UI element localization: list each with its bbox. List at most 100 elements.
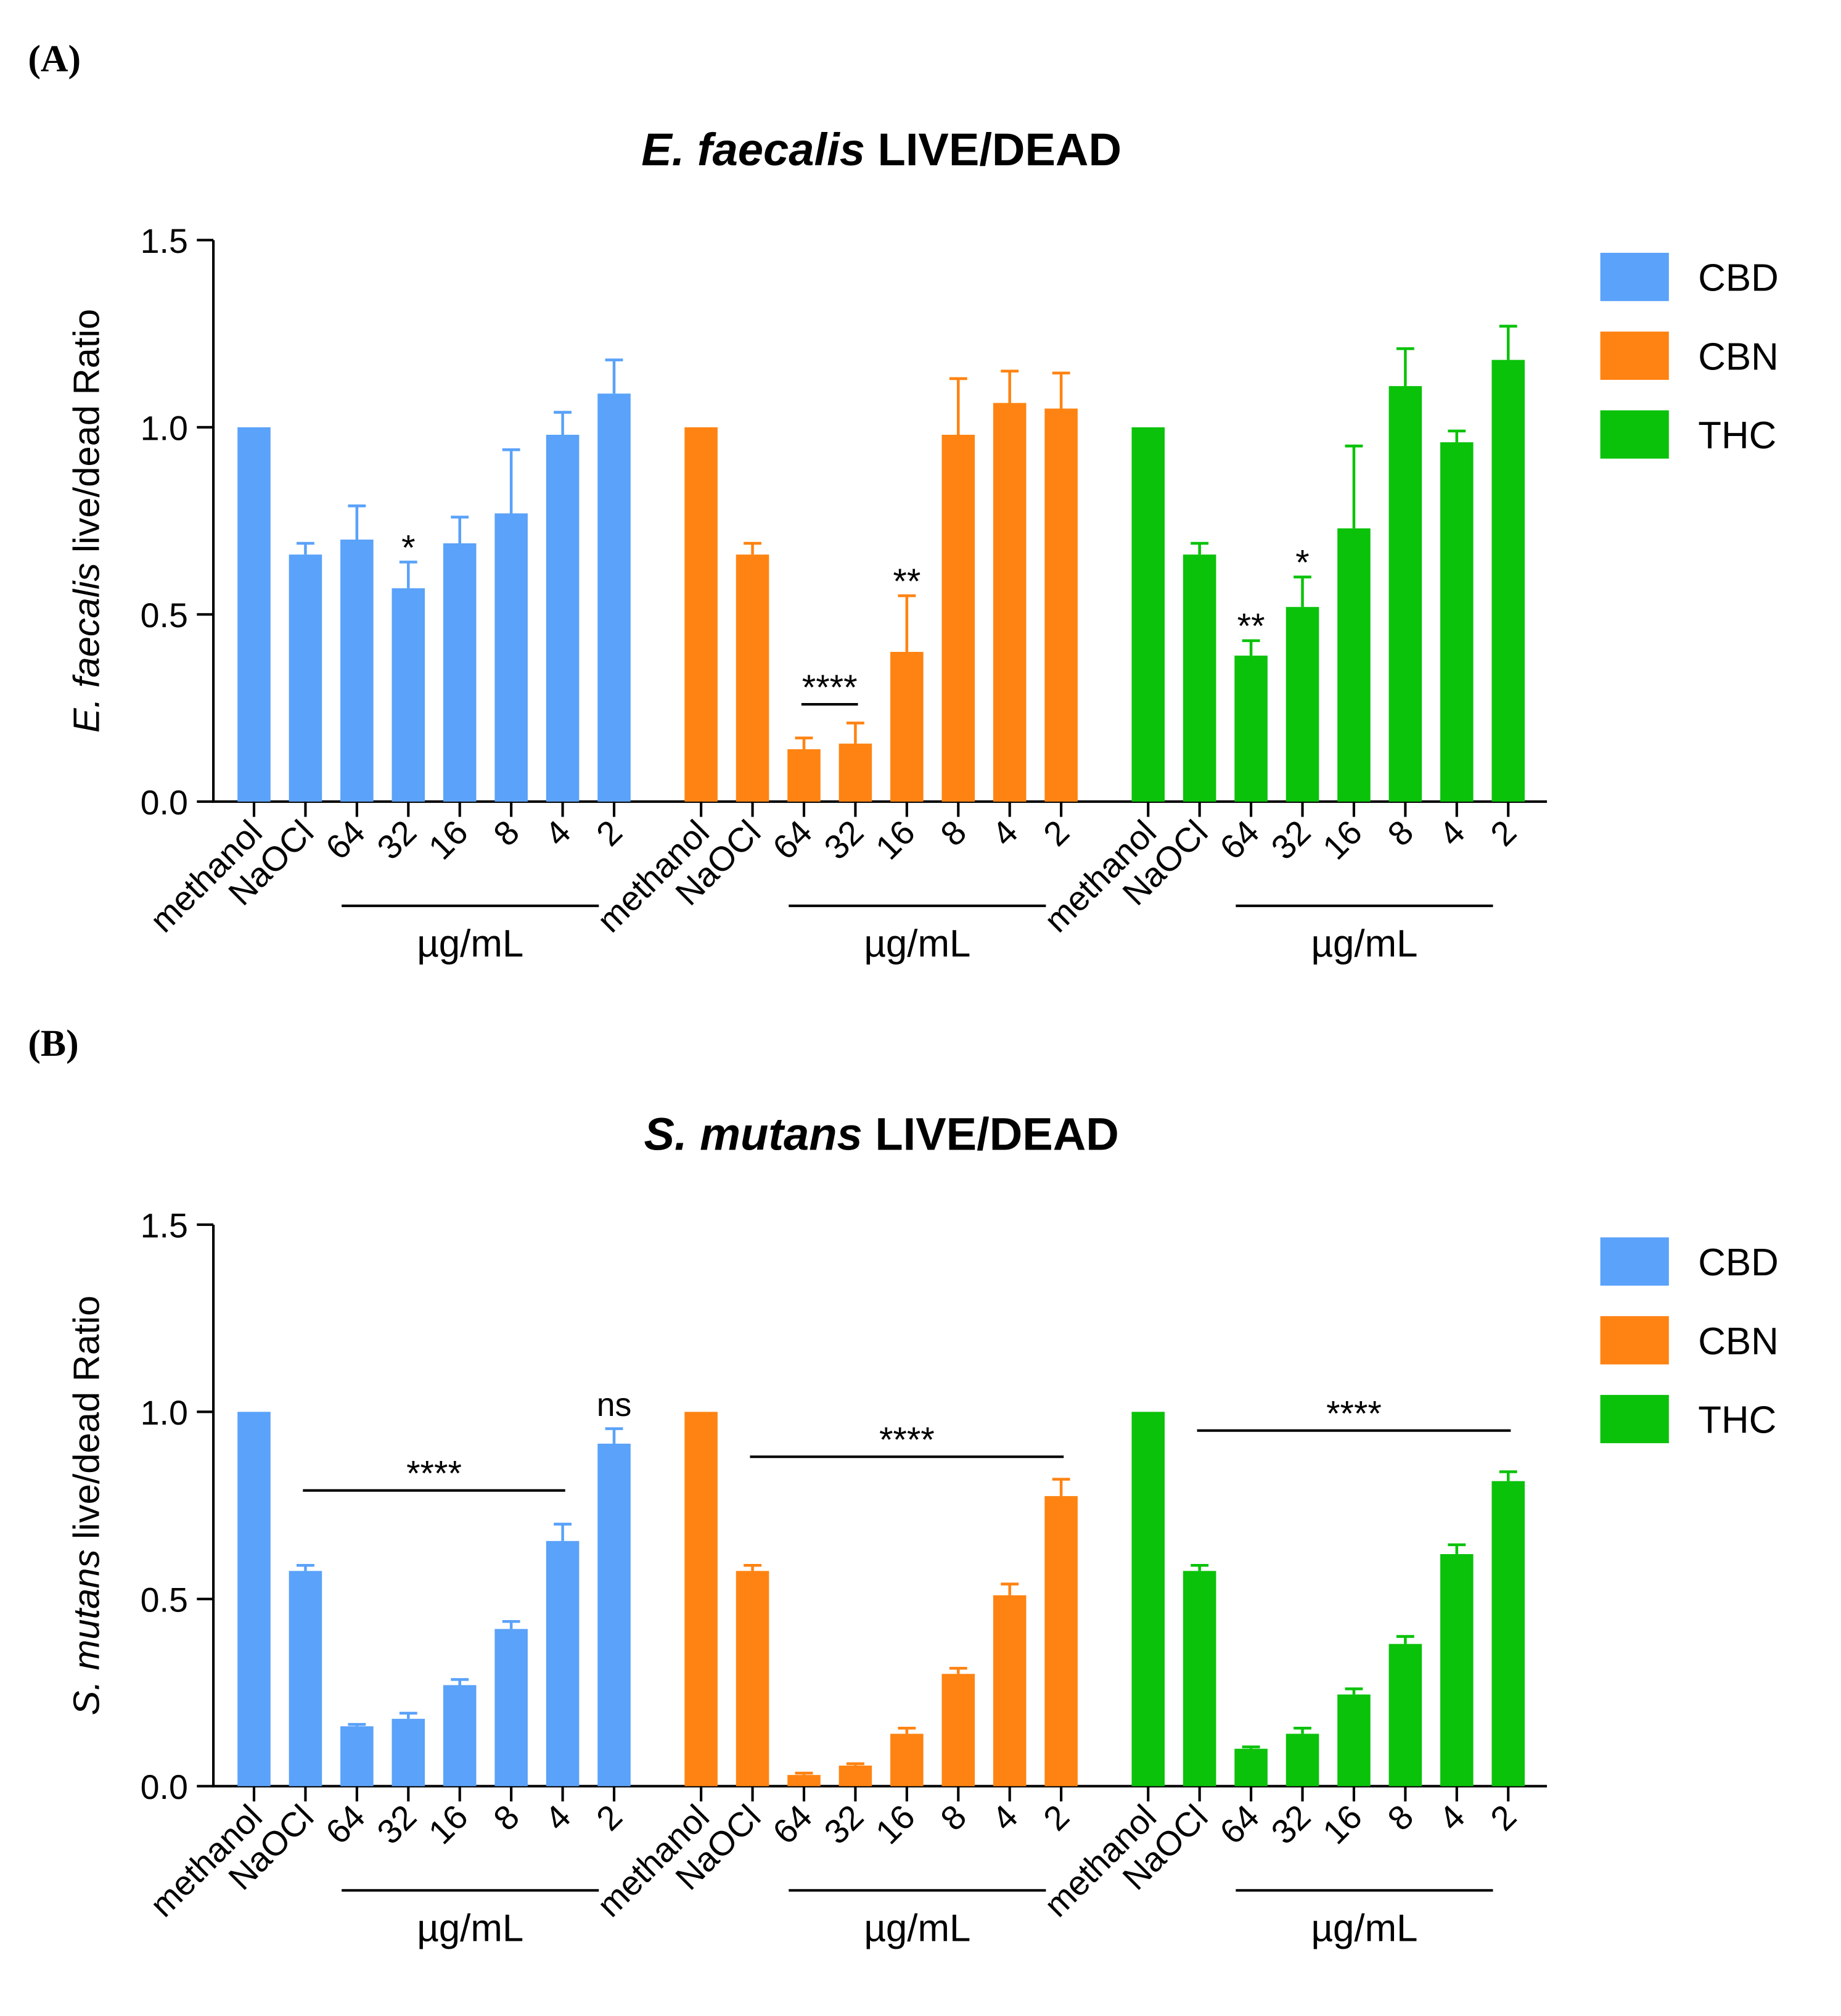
y-tick-label: 1.0 (141, 409, 188, 447)
bar (494, 1629, 528, 1787)
series-cbd (237, 1412, 631, 1787)
significance-bracket-label: **** (1326, 1394, 1382, 1433)
series-cbn (684, 369, 1078, 802)
chart-title: E. faecalis LIVE/DEAD (641, 124, 1121, 175)
x-tick-label: 16 (1315, 813, 1369, 867)
y-axis-label-species: S. mutans (66, 1550, 107, 1716)
bar (736, 1571, 769, 1787)
bar (941, 1674, 975, 1787)
significance-bracket-label: **** (802, 668, 858, 707)
significance-bracket-label: **** (879, 1420, 935, 1460)
unit-label: µg/mL (1311, 923, 1417, 965)
bar (1234, 656, 1268, 802)
bar (1440, 1554, 1474, 1787)
legend-label-cbn: CBN (1698, 1320, 1778, 1363)
bar (993, 403, 1027, 802)
series-thc (1131, 1412, 1525, 1787)
y-tick-label: 0.0 (141, 783, 188, 821)
y-tick-label: 0.0 (141, 1768, 188, 1806)
bar (787, 749, 821, 802)
legend-label-cbn: CBN (1698, 335, 1778, 378)
bar (1388, 386, 1422, 802)
x-tick-label: 4 (985, 1798, 1025, 1838)
bar (838, 743, 872, 802)
x-tick-label: 64 (1212, 1798, 1266, 1852)
bar (1285, 1734, 1319, 1787)
legend-label-thc: THC (1698, 1399, 1776, 1442)
y-axis-label-species: E. faecalis (66, 563, 107, 733)
bar (494, 513, 528, 802)
x-tick-label: 16 (421, 813, 475, 867)
x-tick-label: 8 (933, 813, 974, 854)
bar (838, 1765, 872, 1787)
legend-swatch-cbn (1600, 1316, 1669, 1365)
bar (1183, 1571, 1216, 1787)
bar (684, 1412, 718, 1787)
x-tick-label: 4 (1432, 813, 1472, 854)
y-axis-label-rest: live/dead Ratio (66, 1296, 107, 1550)
x-tick-label: 64 (318, 1798, 372, 1852)
x-tick-label: 16 (1315, 1798, 1369, 1852)
legend-swatch-thc (1600, 1394, 1669, 1444)
bar (1044, 1496, 1078, 1787)
bar (1285, 607, 1319, 802)
unit-label: µg/mL (417, 1907, 523, 1950)
significance-label: ** (893, 562, 920, 601)
chart-title-rest: LIVE/DEAD (863, 1108, 1119, 1159)
bar (1388, 1644, 1422, 1787)
x-tick-label: 8 (486, 813, 527, 854)
x-tick-label: 16 (868, 813, 922, 867)
bar (1491, 360, 1525, 802)
x-tick-label: 16 (421, 1798, 475, 1852)
x-tick-label: 4 (538, 1798, 578, 1838)
series-cbn (684, 1412, 1078, 1787)
bar (392, 588, 425, 802)
unit-label: µg/mL (417, 923, 523, 965)
x-tick-label: 16 (868, 1798, 922, 1852)
legend-label-cbd: CBD (1698, 257, 1778, 300)
bar (890, 652, 924, 802)
bar (237, 1412, 271, 1787)
significance-label: * (1295, 543, 1309, 583)
bar (890, 1734, 924, 1787)
y-tick-label: 1.5 (141, 1206, 188, 1245)
y-tick-label: 0.5 (141, 1581, 188, 1619)
bar (392, 1719, 425, 1787)
bar (1337, 528, 1371, 802)
x-tick-label: 8 (1380, 813, 1421, 854)
unit-label: µg/mL (1311, 1907, 1417, 1950)
unit-label: µg/mL (864, 1907, 970, 1950)
y-tick-label: 1.0 (141, 1394, 188, 1432)
chart-title-species: S. mutans (644, 1108, 862, 1159)
bar (1337, 1694, 1371, 1787)
bar (289, 1571, 322, 1787)
x-tick-label: 4 (1432, 1798, 1472, 1838)
series-cbd (237, 358, 631, 802)
legend-swatch-cbd (1600, 1237, 1669, 1286)
x-tick-label: 2 (589, 813, 629, 854)
bar (289, 554, 322, 802)
bar (736, 554, 769, 802)
bar (1044, 408, 1078, 802)
x-tick-label: 2 (1036, 813, 1076, 854)
panel-label: (B) (28, 1022, 78, 1064)
x-tick-label: 32 (370, 1798, 424, 1852)
significance-bracket-label: **** (406, 1454, 462, 1494)
bar (546, 1541, 580, 1787)
chart-title-rest: LIVE/DEAD (865, 124, 1121, 175)
bar (787, 1775, 821, 1787)
x-tick-label: 8 (933, 1798, 974, 1838)
x-tick-label: 2 (1036, 1798, 1076, 1838)
chart-title-species: E. faecalis (641, 124, 865, 175)
bar (237, 427, 271, 802)
x-tick-label: 4 (985, 813, 1025, 854)
bar (597, 1443, 631, 1787)
bar (1183, 554, 1216, 802)
legend-swatch-cbn (1600, 331, 1669, 380)
x-tick-label: 64 (318, 813, 372, 867)
y-tick-label: 1.5 (141, 222, 188, 260)
